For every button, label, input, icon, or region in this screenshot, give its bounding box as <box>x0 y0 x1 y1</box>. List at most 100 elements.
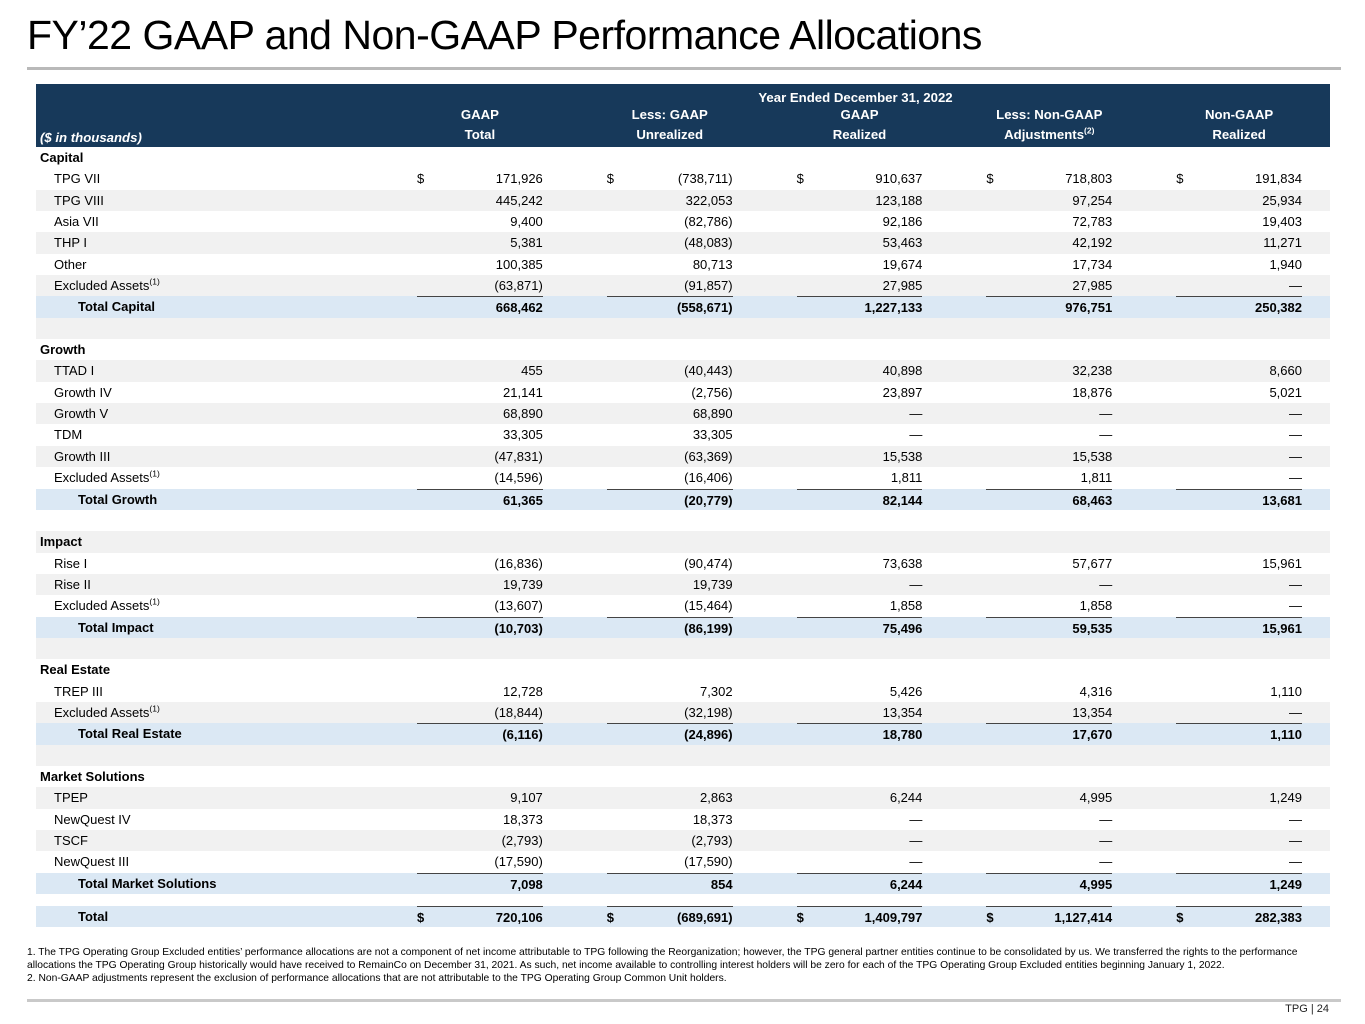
row-label: Total <box>78 909 109 925</box>
cell-value: (14,596) <box>494 470 543 486</box>
cell-value: 80,713 <box>692 256 733 272</box>
cell-inner: 15,538 <box>797 446 923 467</box>
table-cell: (2,793) <box>381 830 571 851</box>
table-cell: (32,198) <box>571 702 761 723</box>
table-cell: — <box>1140 574 1330 595</box>
cell-value: (63,871) <box>494 278 543 294</box>
table-cell: 13,354 <box>950 702 1140 723</box>
table-cell: — <box>1140 424 1330 445</box>
grand-total-row: Total $720,106 $ (689,691) $1,409,797 $1,127,… <box>36 906 1330 928</box>
cell-inner: 1,940 <box>1176 254 1302 275</box>
cell-value: — <box>1289 470 1302 486</box>
cell-inner: 53,463 <box>797 232 923 253</box>
cell-value: 1,249 <box>1269 876 1302 892</box>
table-cell: 1,811 <box>761 467 951 488</box>
cell-value: 82,144 <box>882 492 923 508</box>
table-cell: 7,302 <box>571 681 761 702</box>
table-cell: 17,734 <box>950 254 1140 275</box>
cell-value: 19,739 <box>503 576 543 592</box>
table-cell: (20,779) <box>571 488 761 511</box>
cell-inner: — <box>797 809 922 830</box>
cell-value: — <box>909 427 923 443</box>
table-row: Asia VII 9,400 (82,786) 92,186 72,783 19,403 <box>36 211 1330 232</box>
table-row: Growth IV 21,141 (2,756) 23,897 18,876 5,021 <box>36 382 1330 403</box>
cell-inner: 42,192 <box>986 232 1112 253</box>
cell-value: 17,734 <box>1072 256 1113 272</box>
cell-inner: 61,365 <box>417 488 543 511</box>
cell-value: 13,354 <box>882 704 923 720</box>
cell-inner: 92,186 <box>797 211 923 232</box>
table-cell: $720,106 <box>381 906 571 928</box>
cell-inner: — <box>1176 424 1302 445</box>
cell-value: 73,638 <box>882 555 923 571</box>
cell-value: 282,383 <box>1255 910 1302 926</box>
cell-value: 13,681 <box>1262 492 1302 508</box>
row-label: Growth IV <box>54 384 112 400</box>
cell-value: 2,863 <box>700 790 733 806</box>
table-row: Excluded Assets(1) (13,607) (15,464) 1,858 1… <box>36 595 1330 616</box>
cell-inner: (32,198) <box>607 702 732 723</box>
cell-inner: 9,400 <box>417 211 543 232</box>
cell-inner: 68,890 <box>607 403 733 424</box>
table-cell: — <box>950 403 1140 424</box>
cell-inner: (15,464) <box>607 595 732 616</box>
cell-inner: 80,713 <box>607 254 733 275</box>
cell-value: 9,400 <box>510 214 543 230</box>
table-cell: 4,995 <box>950 872 1140 895</box>
page-title: FY’22 GAAP and Non-GAAP Performance Allo… <box>27 12 982 58</box>
cell-inner: (17,590) <box>417 851 542 872</box>
cell-value: — <box>1289 427 1302 443</box>
table-cell: — <box>950 574 1140 595</box>
cell-inner: — <box>1176 702 1302 723</box>
cell-inner: 82,144 <box>796 488 923 511</box>
cell-value: (689,691) <box>676 910 733 926</box>
row-label: NewQuest III <box>54 854 130 870</box>
table-row: Excluded Assets(1) (14,596) (16,406) 1,811 1… <box>36 467 1330 488</box>
cell-value: 5,381 <box>510 235 543 251</box>
cell-value: 1,110 <box>1270 683 1302 699</box>
cell-value: 15,538 <box>882 448 923 464</box>
cell-value: 27,985 <box>882 278 923 294</box>
row-label: TPG VIII <box>54 192 104 208</box>
cell-inner: — <box>797 574 922 595</box>
table-cell: 15,538 <box>761 446 951 467</box>
cell-inner: (13,607) <box>417 595 542 616</box>
table-cell: 33,305 <box>571 424 761 445</box>
table-cell: 42,192 <box>950 232 1140 253</box>
cell-inner: (40,443) <box>607 360 732 381</box>
cell-inner: (63,369) <box>607 446 732 467</box>
table-cell: 2,863 <box>571 787 761 808</box>
cell-value: 11,271 <box>1263 235 1302 251</box>
row-label: Growth <box>40 342 86 358</box>
table-cell: 4,995 <box>950 787 1140 808</box>
cell-value: 32,238 <box>1072 363 1113 379</box>
row-label: Excluded Assets(1) <box>54 276 160 294</box>
dollar-sign: $ <box>796 171 804 187</box>
table-body: Capital TPG VII $171,926 $ (738,711) $910,637… <box>36 147 1330 928</box>
cell-value: — <box>1289 576 1302 592</box>
table-cell: — <box>1140 809 1330 830</box>
table-cell: 21,141 <box>381 382 571 403</box>
cell-value: 68,890 <box>692 406 733 422</box>
cell-value: — <box>1289 833 1302 848</box>
table-cell: (91,857) <box>571 275 761 296</box>
table-cell: $1,127,414 <box>950 906 1140 928</box>
footnote-marker: (2) <box>1084 125 1095 136</box>
cell-inner: (47,831) <box>417 446 542 467</box>
column-header: Less: Non-GAAP Adjustments(2) <box>996 107 1103 142</box>
unit-label: ($ in thousands) <box>40 129 142 145</box>
cell-value: (86,199) <box>684 620 733 636</box>
table-cell: $910,637 <box>761 168 951 189</box>
cell-value: — <box>1289 854 1302 870</box>
table-cell: (17,590) <box>571 851 761 872</box>
row-label: Excluded Assets(1) <box>54 703 160 720</box>
table-cell: (18,844) <box>381 702 571 723</box>
cell-value: 72,783 <box>1072 214 1113 230</box>
table-row: TPG VIII 445,242 322,053 123,188 97,254 25,93… <box>36 189 1330 212</box>
table-cell: — <box>1140 851 1330 872</box>
table-cell: $282,383 <box>1140 906 1330 928</box>
row-label: Growth III <box>54 448 111 464</box>
cell-inner: 15,538 <box>986 446 1112 467</box>
cell-value: 21,141 <box>503 384 543 400</box>
column-header: Non-GAAP Realized <box>1205 107 1274 142</box>
